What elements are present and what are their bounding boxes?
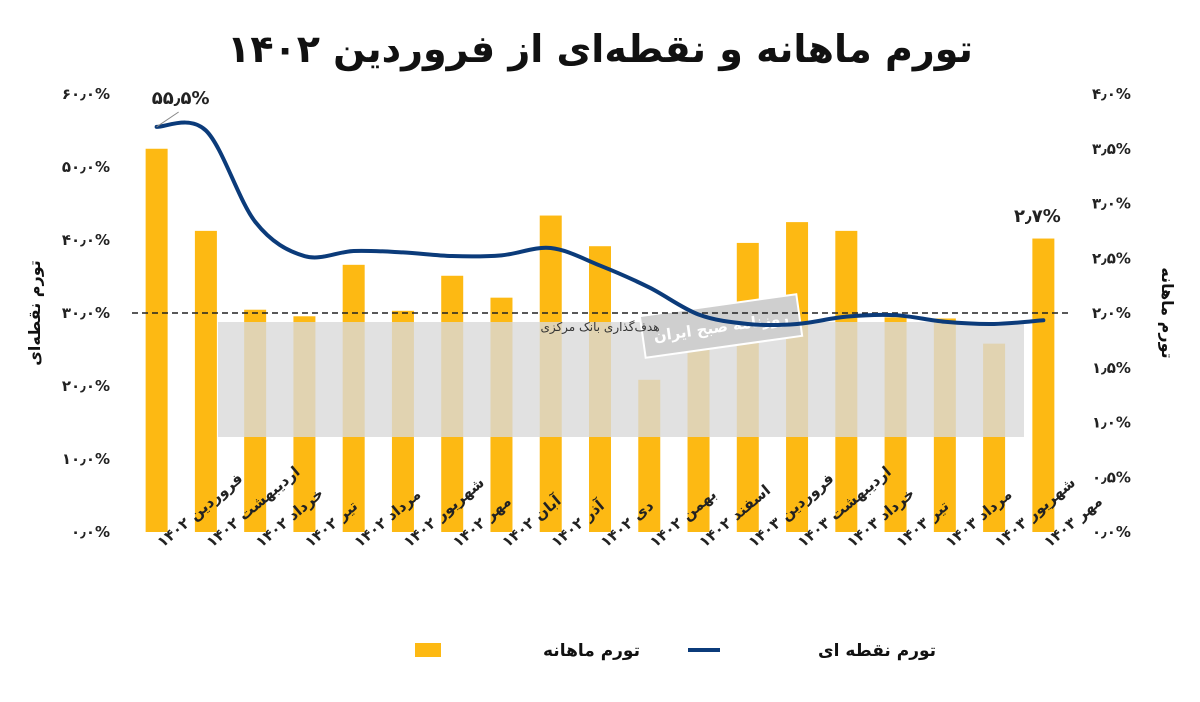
legend-bar-swatch [415,643,441,657]
right-tick-1: ۰٫۵% [1092,468,1131,486]
data-labels: ۵۵٫۵% ۲٫۷% [152,88,1061,227]
target-label: هدف‌گذاری بانک مرکزی [540,320,659,335]
left-tick-3: ۳۰٫۰% [62,304,110,322]
right-tick-4: ۲٫۰% [1092,304,1131,322]
chart-title: تورم ماهانه و نقطه‌ای از فروردین ۱۴۰۲ [227,27,973,72]
bar-0 [145,148,168,532]
left-tick-0: ۰٫۰% [71,523,110,541]
right-tick-6: ۳٫۰% [1092,195,1131,213]
bar-18 [1032,238,1055,533]
bar-1 [194,230,217,532]
left-tick-4: ۴۰٫۰% [62,231,110,249]
watermark-stamp [638,293,804,359]
left-axis-ticks: ۰٫۰% ۱۰٫۰% ۲۰٫۰% ۳۰٫۰% ۴۰٫۰% ۵۰٫۰% ۶۰٫۰% [62,85,110,541]
right-tick-2: ۱٫۰% [1092,414,1131,432]
series-line-noghtei [154,120,1046,327]
legend: تورم ماهانه تورم نقطه ای [415,641,936,661]
left-tick-5: ۵۰٫۰% [62,158,110,176]
right-tick-0: ۰٫۰% [1092,523,1131,541]
data-label-leader-0 [156,111,179,128]
watermark: روزنامه صبح ایران [218,293,1024,437]
left-tick-6: ۶۰٫۰% [62,85,110,103]
legend-line-label: تورم نقطه ای [818,641,936,661]
right-tick-3: ۱٫۵% [1092,359,1131,377]
right-tick-7: ۳٫۵% [1092,140,1131,158]
left-tick-2: ۲۰٫۰% [62,377,110,395]
watermark-band [218,322,1024,437]
target-layer: هدف‌گذاری بانک مرکزی [132,312,1068,335]
left-tick-1: ۱۰٫۰% [62,450,110,468]
legend-bar-label: تورم ماهانه [543,641,640,661]
left-axis-title: تورم نقطه‌ای [25,260,44,366]
right-axis-ticks: ۰٫۰% ۰٫۵% ۱٫۰% ۱٫۵% ۲٫۰% ۲٫۵% ۳٫۰% ۳٫۵% ۴٫۰% [1092,85,1131,541]
right-tick-5: ۲٫۵% [1092,249,1131,267]
right-tick-8: ۴٫۰% [1092,85,1131,103]
data-label-1: ۲٫۷% [1014,206,1061,227]
line-layer [154,120,1046,327]
right-axis-title: تورم ماهانه [1158,267,1177,358]
data-label-0: ۵۵٫۵% [152,88,210,109]
